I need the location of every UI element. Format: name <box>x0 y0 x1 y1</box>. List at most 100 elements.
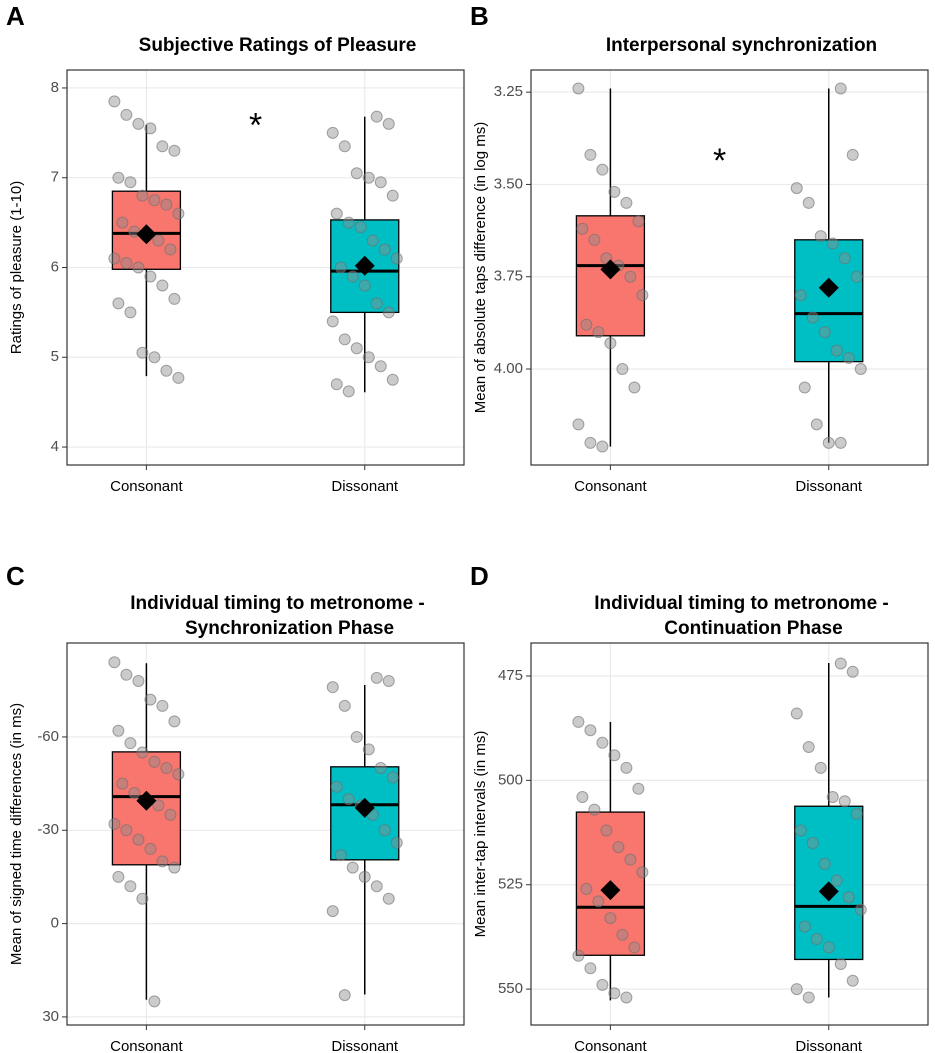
data-point <box>136 746 149 759</box>
data-point <box>338 989 351 1002</box>
data-point <box>806 836 819 849</box>
data-point <box>636 289 649 302</box>
data-point <box>120 668 133 681</box>
data-point <box>326 315 339 328</box>
panel-border <box>530 69 929 466</box>
y-tick-label: 7 <box>51 169 59 186</box>
data-point <box>124 737 137 750</box>
data-point <box>168 715 181 728</box>
mean-marker <box>136 224 157 245</box>
data-point <box>334 261 347 274</box>
data-point <box>588 233 601 246</box>
data-point <box>834 958 847 971</box>
data-point <box>124 306 137 319</box>
data-point <box>350 342 363 355</box>
data-point <box>338 140 351 153</box>
data-point <box>838 252 851 265</box>
data-point <box>334 849 347 862</box>
data-point <box>120 108 133 121</box>
data-point <box>358 279 371 292</box>
y-tick-label: 550 <box>498 980 523 997</box>
data-point <box>378 824 391 837</box>
x-tick-label: Dissonant <box>331 1038 399 1053</box>
panel-border <box>66 69 465 466</box>
data-point <box>608 185 621 198</box>
x-tick-label: Dissonant <box>795 478 863 495</box>
data-point <box>846 665 859 678</box>
data-point <box>798 381 811 394</box>
data-point <box>386 771 399 784</box>
y-axis-label: Mean inter-tap intervals (in ms) <box>472 731 489 938</box>
data-point <box>592 895 605 908</box>
data-point <box>164 243 177 256</box>
data-point <box>632 215 645 228</box>
data-point <box>124 880 137 893</box>
data-point <box>136 346 149 359</box>
data-point <box>370 110 383 123</box>
data-point <box>144 693 157 706</box>
chart-title: Interpersonal synchronization <box>606 35 877 56</box>
chart-title: Synchronization Phase <box>185 618 394 639</box>
data-point <box>116 216 129 229</box>
y-tick-label: 500 <box>498 771 523 788</box>
y-tick-label: 3.75 <box>494 268 523 285</box>
y-tick-label: 8 <box>51 79 59 96</box>
x-tick-label: Consonant <box>574 1038 647 1053</box>
data-point <box>148 351 161 364</box>
data-point <box>584 724 597 737</box>
data-point <box>330 207 343 220</box>
data-point <box>172 768 185 781</box>
data-point <box>826 791 839 804</box>
data-point <box>116 777 129 790</box>
data-point <box>342 793 355 806</box>
y-tick-label: 475 <box>498 667 523 684</box>
x-tick-label: Consonant <box>574 478 647 495</box>
data-point <box>390 836 403 849</box>
data-point <box>112 724 125 737</box>
data-point <box>790 182 803 195</box>
mean-marker <box>354 797 375 818</box>
data-point <box>382 306 395 319</box>
data-point <box>572 949 585 962</box>
x-tick-label: Consonant <box>110 478 183 495</box>
data-point <box>382 117 395 130</box>
mean-marker <box>600 880 621 901</box>
data-point <box>156 140 169 153</box>
data-point <box>160 364 173 377</box>
data-point <box>338 699 351 712</box>
y-tick-label: 0 <box>51 915 59 932</box>
data-point <box>604 912 617 925</box>
data-point <box>108 656 121 669</box>
data-point <box>326 681 339 694</box>
data-point <box>164 808 177 821</box>
data-point <box>156 279 169 292</box>
data-point <box>382 674 395 687</box>
y-axis-label: Ratings of pleasure (1-10) <box>8 181 25 354</box>
data-point <box>370 880 383 893</box>
data-point <box>826 237 839 250</box>
data-point <box>790 983 803 996</box>
data-point <box>850 807 863 820</box>
data-point <box>378 243 391 256</box>
data-point <box>120 824 133 837</box>
data-point <box>636 866 649 879</box>
data-point <box>342 385 355 398</box>
mean-marker <box>818 881 839 902</box>
data-point <box>346 270 359 283</box>
data-point <box>830 874 843 887</box>
data-point <box>148 995 161 1008</box>
x-tick-label: Dissonant <box>331 478 399 495</box>
data-point <box>390 252 403 265</box>
data-point <box>148 755 161 768</box>
data-point <box>350 167 363 180</box>
y-tick-label: 4 <box>51 438 59 455</box>
data-point <box>596 440 609 453</box>
data-point <box>172 371 185 384</box>
data-point <box>802 991 815 1004</box>
data-point <box>572 82 585 95</box>
y-tick-label: -60 <box>37 728 59 745</box>
data-point <box>172 207 185 220</box>
x-tick-label: Consonant <box>110 1038 183 1053</box>
y-tick-label: 30 <box>42 1008 59 1025</box>
data-point <box>326 126 339 139</box>
